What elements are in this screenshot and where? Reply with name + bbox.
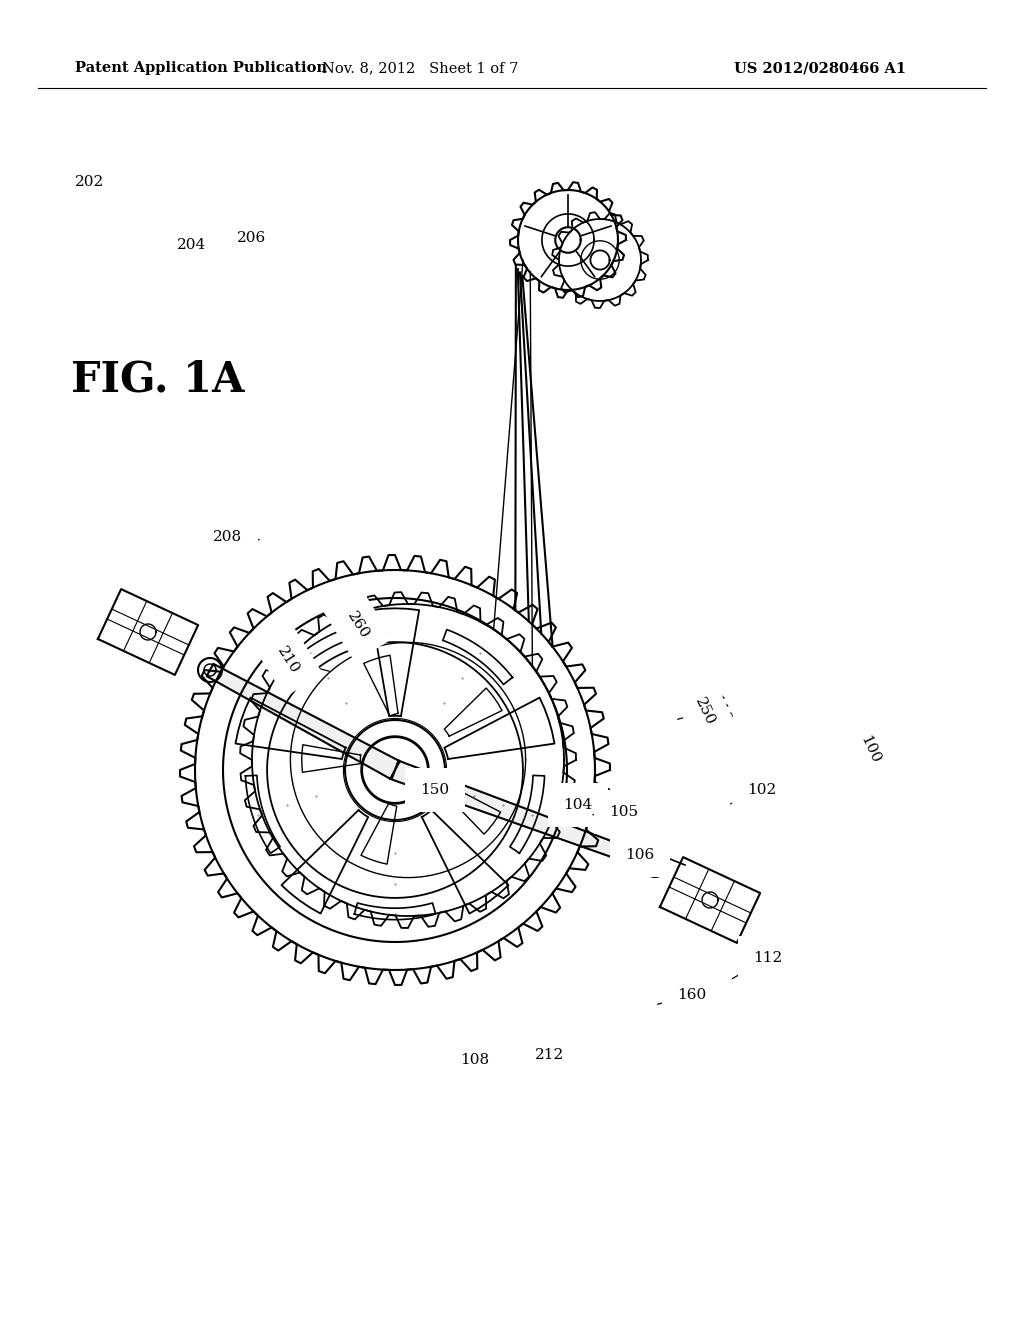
Text: US 2012/0280466 A1: US 2012/0280466 A1 [734,61,906,75]
Text: 102: 102 [748,783,776,797]
Polygon shape [391,760,657,871]
Text: 250: 250 [692,696,718,729]
Text: 210: 210 [274,644,302,676]
Text: 104: 104 [563,799,593,812]
Polygon shape [207,664,399,779]
Text: 100: 100 [857,734,883,766]
Text: 108: 108 [461,1053,489,1067]
Text: FIG. 1A: FIG. 1A [72,359,245,401]
Text: 202: 202 [76,176,104,189]
Text: 160: 160 [677,987,707,1002]
Text: Patent Application Publication: Patent Application Publication [75,61,327,75]
Text: 106: 106 [626,847,654,862]
Text: Nov. 8, 2012   Sheet 1 of 7: Nov. 8, 2012 Sheet 1 of 7 [322,61,518,75]
Text: 206: 206 [238,231,266,246]
Text: 212: 212 [536,1048,564,1063]
Text: 208: 208 [213,531,243,544]
Text: 105: 105 [609,805,639,818]
Text: 260: 260 [344,609,372,642]
Text: 150: 150 [421,783,450,797]
Text: 110: 110 [708,694,732,726]
Text: 112: 112 [754,950,782,965]
Text: 204: 204 [177,238,207,252]
